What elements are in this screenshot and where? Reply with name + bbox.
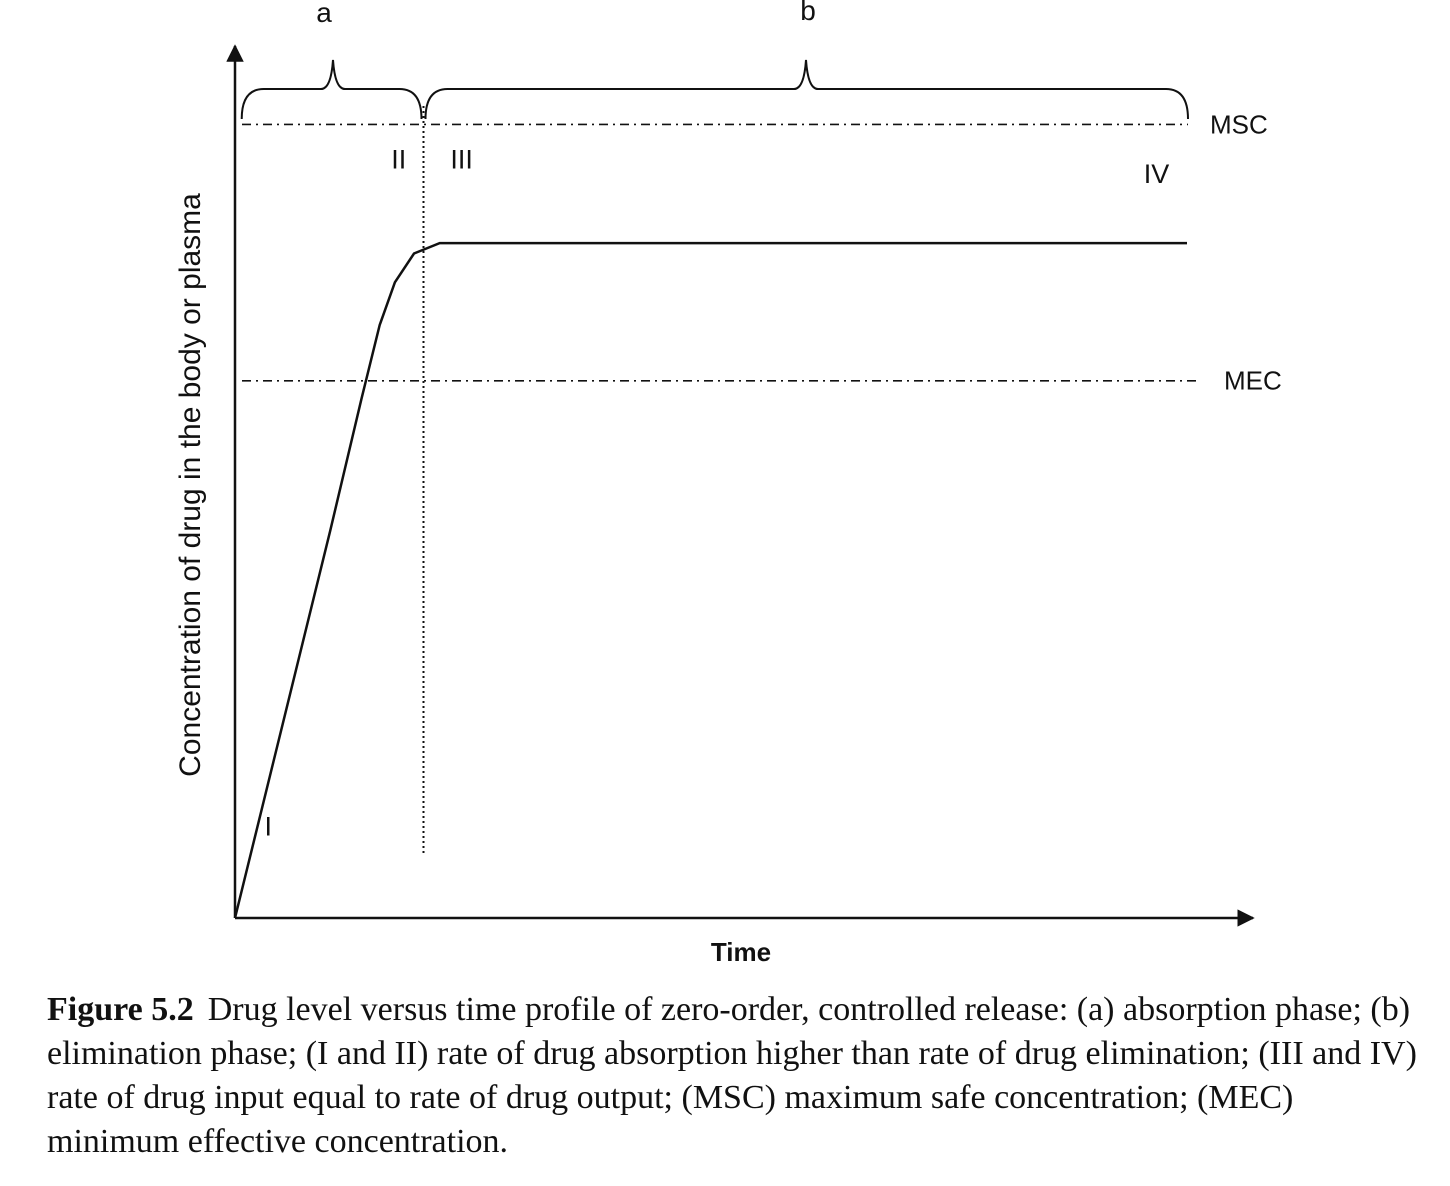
region-label-ii: II — [391, 144, 406, 174]
region-label-iv: IV — [1144, 159, 1170, 189]
x-axis-label: Time — [711, 937, 771, 967]
concentration-time-chart: MSC MEC a b I II III IV Concentration of… — [174, 0, 1282, 967]
phase-b-brace — [424, 59, 1189, 120]
figure-caption: Figure 5.2 Drug level versus time profile… — [47, 988, 1417, 1164]
phase-a-label: a — [316, 0, 332, 28]
phase-a-brace — [240, 59, 423, 120]
caption-label: Figure 5.2 — [47, 991, 194, 1028]
region-label-i: I — [265, 811, 273, 841]
caption-text: Drug level versus time profile of zero-o… — [47, 991, 1417, 1160]
mec-label: MEC — [1224, 366, 1282, 396]
msc-label: MSC — [1210, 109, 1268, 139]
y-axis-label: Concentration of drug in the body or pla… — [174, 193, 207, 777]
phase-b-label: b — [800, 0, 816, 26]
region-label-iii: III — [450, 144, 473, 174]
concentration-curve — [233, 241, 1187, 919]
